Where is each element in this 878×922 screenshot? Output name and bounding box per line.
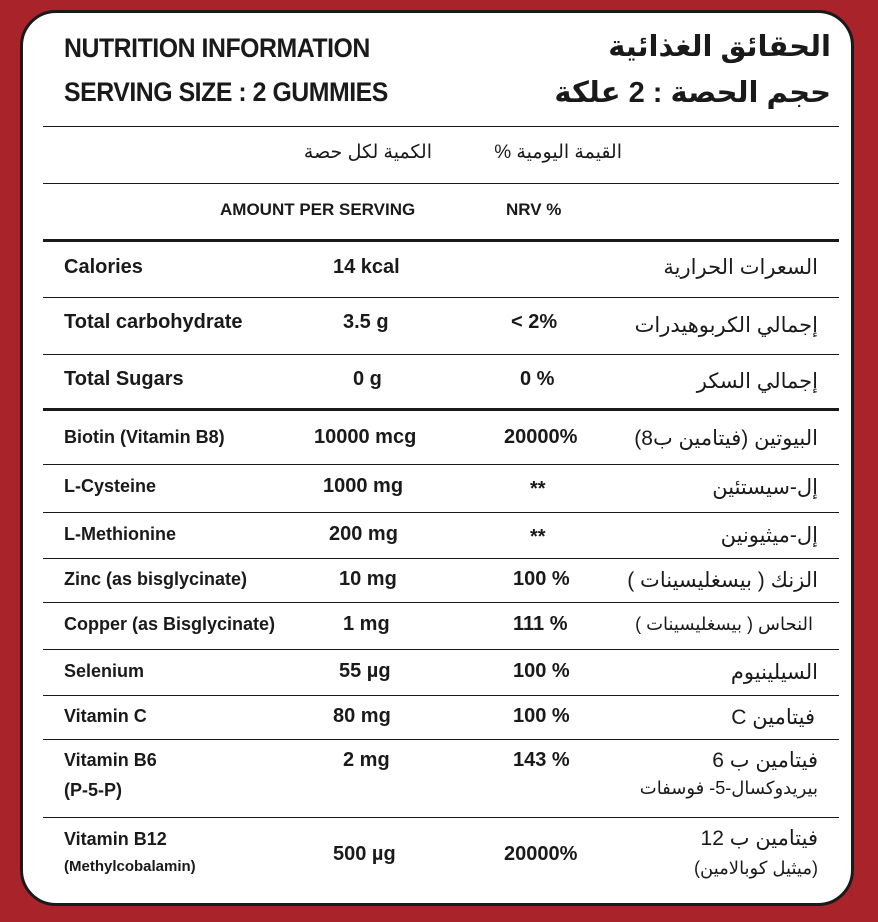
divider [43, 558, 839, 559]
row-nrv: 20000% [504, 843, 578, 865]
row-name: L-Cysteine [64, 476, 157, 496]
row-name-ar-sub: بيريدوكسال-5- فوسفات [639, 778, 818, 798]
row-name-ar: فيتامين C [731, 706, 815, 729]
row-nrv: ** [530, 526, 546, 548]
divider-thick [43, 239, 839, 242]
row-name-sub: (P-5-P) [64, 780, 122, 800]
divider [43, 183, 839, 184]
divider [43, 602, 839, 603]
row-amount: 200 mg [329, 523, 398, 545]
row-name-ar: إجمالي الكربوهيدرات [634, 314, 818, 337]
row-name-ar: السيلينيوم [730, 661, 818, 684]
row-amount: 10000 mcg [314, 426, 417, 448]
row-nrv: 111 % [513, 613, 568, 635]
row-name-ar: إل-سيستئين [712, 476, 818, 499]
row-name: Total Sugars [64, 368, 184, 390]
divider [43, 464, 839, 465]
divider [43, 297, 839, 298]
title-en: NUTRITION INFORMATION [64, 33, 370, 63]
row-name-ar: الزنك ( بيسغليسينات ) [627, 569, 818, 592]
row-amount: 3.5 g [343, 311, 389, 333]
divider [43, 817, 839, 818]
row-name: Vitamin C [64, 706, 147, 726]
row-name-sub: (Methylcobalamin) [64, 858, 196, 875]
amount-header-en: AMOUNT PER SERVING [220, 200, 416, 219]
amount-header-ar: الكمية لكل حصة [303, 142, 432, 163]
row-name-ar: إل-ميثيونين [720, 524, 818, 547]
row-nrv: 100 % [513, 568, 570, 590]
serving-size-en: SERVING SIZE : 2 GUMMIES [64, 77, 388, 107]
row-amount: 14 kcal [333, 256, 400, 278]
row-amount: 1 mg [343, 613, 390, 635]
row-name: L-Methionine [64, 524, 176, 544]
divider [43, 695, 839, 696]
divider [43, 739, 839, 740]
row-nrv: 0 % [520, 368, 555, 390]
divider [43, 126, 839, 127]
row-amount: 2 mg [343, 749, 390, 771]
row-nrv: 20000% [504, 426, 578, 448]
row-name-ar: إجمالي السكر [696, 370, 818, 393]
divider [43, 354, 839, 355]
divider-thick [43, 408, 839, 411]
divider [43, 512, 839, 513]
row-name: Vitamin B6 [64, 750, 157, 770]
row-name: Total carbohydrate [64, 311, 243, 333]
nutrition-panel: NUTRITION INFORMATION SERVING SIZE : 2 G… [20, 10, 854, 906]
serving-size-ar: حجم الحصة : 2 علكة [554, 77, 831, 109]
row-name-ar: البيوتين (فيتامين ب8) [634, 427, 818, 450]
nrv-header-ar: القيمة اليومية % [494, 142, 622, 163]
row-name-ar: السعرات الحرارية [663, 256, 818, 279]
row-nrv: 100 % [513, 660, 570, 682]
row-amount: 500 µg [333, 843, 396, 865]
row-amount: 10 mg [339, 568, 397, 590]
row-name-ar: فيتامين ب 12 [700, 827, 818, 850]
row-amount: 0 g [353, 368, 382, 390]
row-nrv: 143 % [513, 749, 570, 771]
nrv-header-en: NRV % [506, 200, 562, 219]
row-nrv: ** [530, 478, 546, 500]
row-name: Biotin (Vitamin B8) [64, 427, 225, 447]
row-nrv: 100 % [513, 705, 570, 727]
row-name: Vitamin B12 [64, 829, 167, 849]
title-ar: الحقائق الغذائية [608, 31, 831, 63]
row-name-ar: النحاس ( بيسغليسينات ) [635, 614, 813, 634]
row-name: Selenium [64, 661, 145, 681]
row-amount: 80 mg [333, 705, 391, 727]
row-amount: 1000 mg [323, 475, 404, 497]
row-name: Calories [64, 256, 143, 278]
row-name: Copper (as Bisglycinate) [64, 614, 276, 634]
row-name: Zinc (as bisglycinate) [64, 569, 248, 589]
row-nrv: < 2% [511, 311, 558, 333]
row-amount: 55 µg [339, 660, 391, 682]
row-name-ar-sub: (ميثيل كوبالامين) [694, 858, 818, 878]
row-name-ar: فيتامين ب 6 [712, 749, 818, 772]
divider [43, 649, 839, 650]
